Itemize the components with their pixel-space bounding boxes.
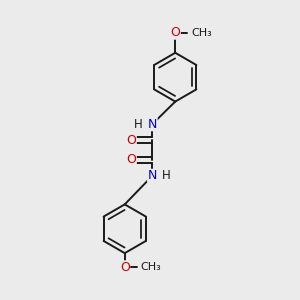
Text: N: N — [148, 118, 157, 130]
Text: CH₃: CH₃ — [191, 28, 212, 38]
Text: O: O — [126, 134, 136, 147]
Text: CH₃: CH₃ — [141, 262, 161, 272]
Text: O: O — [120, 261, 130, 274]
Text: O: O — [170, 26, 180, 39]
Text: H: H — [162, 169, 171, 182]
Text: O: O — [126, 153, 136, 166]
Text: N: N — [148, 169, 157, 182]
Text: H: H — [134, 118, 142, 130]
